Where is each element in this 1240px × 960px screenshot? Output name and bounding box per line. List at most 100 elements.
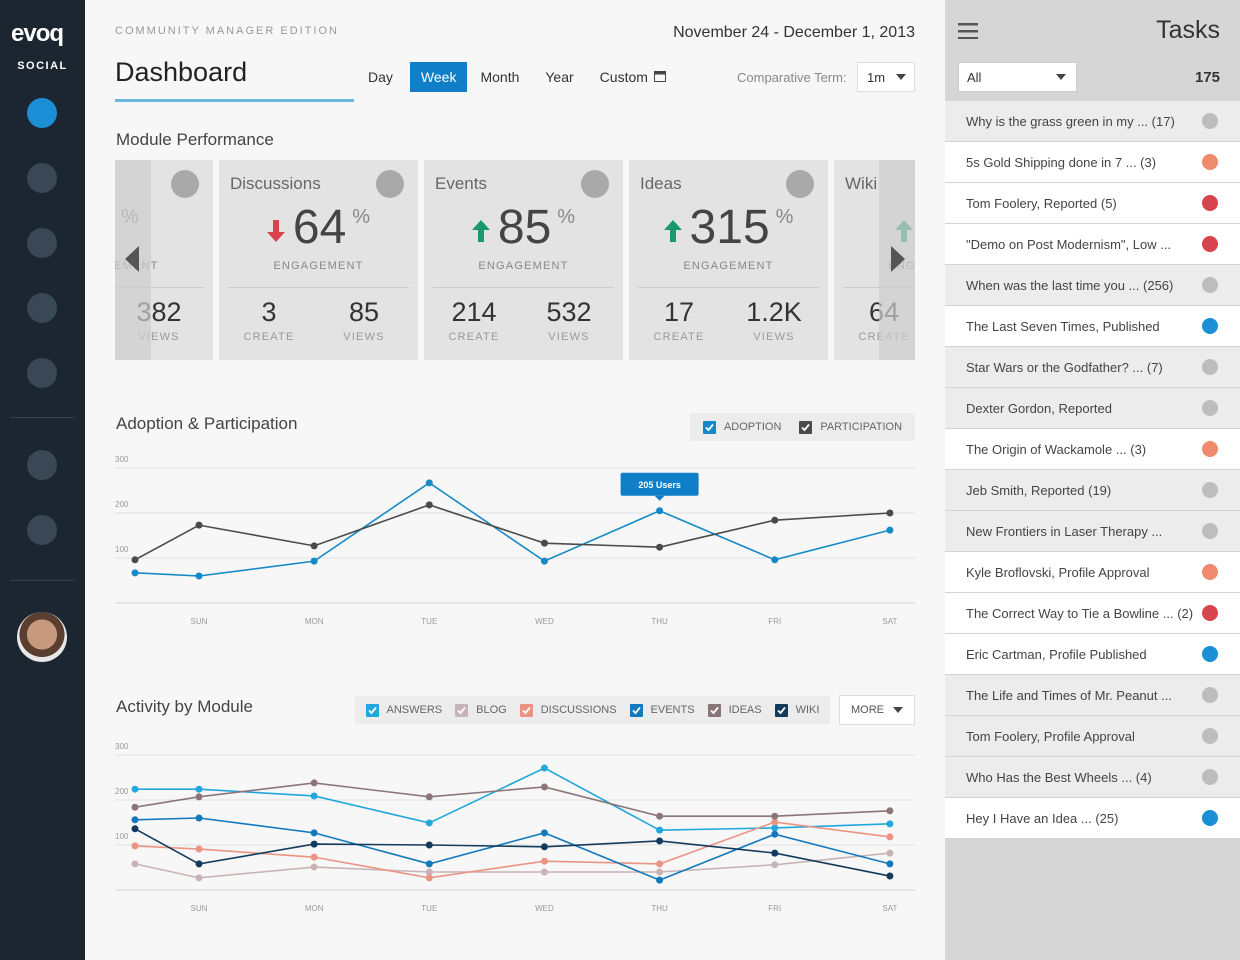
series-line bbox=[134, 481, 891, 577]
comparative-select[interactable]: 1m bbox=[857, 62, 915, 92]
checkmark bbox=[631, 706, 641, 714]
task-row[interactable]: When was the last time you ... (256) bbox=[945, 265, 1240, 306]
legend-label: ADOPTION bbox=[723, 421, 782, 433]
point bbox=[310, 863, 318, 871]
range-tab[interactable]: Month bbox=[467, 62, 532, 92]
point bbox=[425, 793, 433, 801]
task-row[interactable]: Eric Cartman, Profile Published bbox=[945, 634, 1240, 675]
task-row[interactable]: The Origin of Wackamole ... (3) bbox=[945, 429, 1240, 470]
card-value: 315 bbox=[689, 201, 770, 254]
card-divider bbox=[115, 287, 204, 288]
task-row[interactable]: "Demo on Post Modernism", Low ... bbox=[945, 224, 1240, 265]
nav-globe[interactable] bbox=[27, 450, 57, 480]
legend-item[interactable]: DISCUSSIONS bbox=[519, 703, 617, 717]
legend-item[interactable]: PARTICIPATION bbox=[799, 420, 902, 434]
stat-value: 532 bbox=[546, 297, 592, 327]
task-row[interactable]: The Last Seven Times, Published bbox=[945, 306, 1240, 347]
point bbox=[886, 526, 894, 534]
scroll-right[interactable] bbox=[879, 160, 915, 360]
legend-item[interactable]: ANSWERS bbox=[365, 703, 442, 717]
task-row[interactable]: Kyle Broflovski, Profile Approval bbox=[945, 552, 1240, 593]
x-tick-label: SAT bbox=[882, 617, 897, 626]
point bbox=[425, 868, 433, 876]
scroll-left[interactable] bbox=[115, 160, 151, 360]
task-text: The Correct Way to Tie a Bowline ... (2) bbox=[966, 606, 1194, 621]
point bbox=[310, 557, 318, 565]
series-line bbox=[134, 821, 891, 879]
legend-label: DISCUSSIONS bbox=[540, 704, 617, 716]
legend-item[interactable]: EVENTS bbox=[629, 703, 695, 717]
x-tick-label: TUE bbox=[421, 904, 437, 913]
title-underline bbox=[115, 99, 354, 102]
point bbox=[195, 793, 203, 801]
checkbox bbox=[702, 420, 716, 434]
card-metric: ENGAGEMENT bbox=[683, 260, 774, 272]
caret bbox=[896, 74, 906, 80]
point bbox=[540, 829, 548, 837]
task-row[interactable]: The Life and Times of Mr. Peanut ... bbox=[945, 675, 1240, 716]
range-tab[interactable]: Custom bbox=[587, 62, 679, 92]
task-row[interactable]: 5s Gold Shipping done in 7 ... (3) bbox=[945, 142, 1240, 183]
task-text: The Last Seven Times, Published bbox=[966, 319, 1160, 334]
task-row[interactable]: Star Wars or the Godfather? ... (7) bbox=[945, 347, 1240, 388]
legend-item[interactable]: WIKI bbox=[774, 703, 819, 717]
nav-settings[interactable] bbox=[27, 228, 57, 258]
range-tab[interactable]: Day bbox=[355, 62, 406, 92]
nav-favorites[interactable] bbox=[27, 293, 57, 323]
tooltip-text: 205 Users bbox=[638, 480, 681, 490]
legend-item[interactable]: BLOG bbox=[455, 703, 507, 717]
point bbox=[540, 843, 548, 851]
card-icon bbox=[581, 170, 609, 198]
task-icon bbox=[1202, 236, 1218, 252]
task-row[interactable]: Dexter Gordon, Reported bbox=[945, 388, 1240, 429]
menu-icon[interactable] bbox=[958, 23, 978, 39]
task-icon bbox=[1202, 564, 1218, 580]
point bbox=[656, 826, 664, 834]
nav-people[interactable] bbox=[27, 163, 57, 193]
point bbox=[771, 818, 779, 826]
nav-dashboard[interactable] bbox=[27, 98, 57, 128]
cards: 7%ENGAGEMENT382VIEWSDiscussions64%ENGAGE… bbox=[115, 160, 915, 360]
avatar[interactable] bbox=[17, 612, 67, 662]
more-menu[interactable]: MORE bbox=[839, 695, 915, 725]
legend-item[interactable]: ADOPTION bbox=[702, 420, 782, 434]
task-row[interactable]: Hey I Have an Idea ... (25) bbox=[945, 798, 1240, 839]
task-row[interactable]: Jeb Smith, Reported (19) bbox=[945, 470, 1240, 511]
point bbox=[886, 849, 894, 857]
series-line bbox=[134, 852, 890, 879]
module-card: Events 85% ENGAGEMENT 214 CREATE 532 VIEWS bbox=[424, 160, 623, 360]
task-text: 5s Gold Shipping done in 7 ... (3) bbox=[966, 155, 1157, 170]
trend-arrow bbox=[663, 220, 682, 242]
checkmark bbox=[522, 706, 531, 714]
task-row[interactable]: New Frontiers in Laser Therapy ... bbox=[945, 511, 1240, 552]
legend-item[interactable]: IDEAS bbox=[707, 703, 762, 717]
point bbox=[886, 872, 894, 880]
point bbox=[310, 792, 318, 800]
task-row[interactable]: Tom Foolery, Reported (5) bbox=[945, 183, 1240, 224]
x-tick-label: TUE bbox=[421, 617, 437, 626]
x-tick-label: MON bbox=[305, 617, 324, 626]
task-row[interactable]: Why is the grass green in my ... (17) bbox=[945, 101, 1240, 142]
task-row[interactable]: Tom Foolery, Profile Approval bbox=[945, 716, 1240, 757]
series-line bbox=[134, 817, 891, 881]
nav-help[interactable] bbox=[27, 358, 57, 388]
card-main: 85% bbox=[424, 204, 623, 252]
point bbox=[771, 812, 779, 820]
chart-title: Activity by Module bbox=[116, 697, 253, 716]
x-tick-label: SUN bbox=[191, 904, 208, 913]
point bbox=[425, 860, 433, 868]
range-tab[interactable]: Week bbox=[409, 62, 468, 92]
point bbox=[195, 874, 203, 882]
card-metric: ENGAGEMENT bbox=[273, 260, 364, 272]
task-icon bbox=[1202, 113, 1218, 129]
task-text: Star Wars or the Godfather? ... (7) bbox=[966, 360, 1163, 375]
separator bbox=[10, 417, 75, 418]
card-unit: % bbox=[352, 206, 371, 228]
range-tab[interactable]: Year bbox=[532, 62, 586, 92]
tasks-filter[interactable]: All bbox=[958, 62, 1077, 92]
x-tick-label: FRI bbox=[768, 617, 781, 626]
task-row[interactable]: Who Has the Best Wheels ... (4) bbox=[945, 757, 1240, 798]
task-row[interactable]: The Correct Way to Tie a Bowline ... (2) bbox=[945, 593, 1240, 634]
filter-value: All bbox=[967, 70, 982, 85]
nav-analytics[interactable] bbox=[27, 515, 57, 545]
